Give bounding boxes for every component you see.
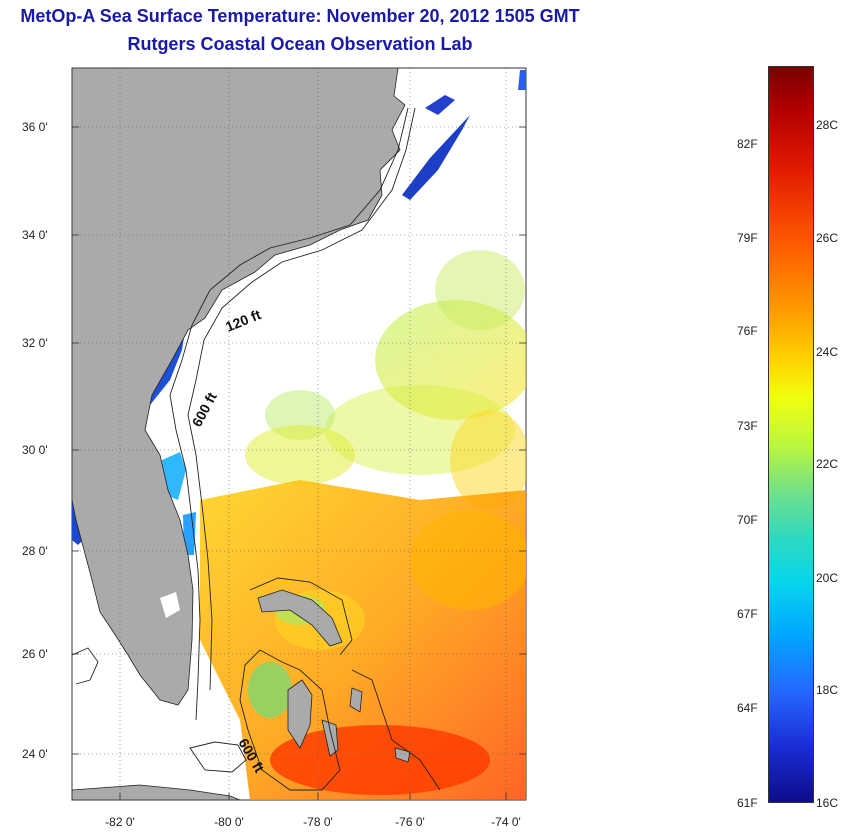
us-mainland-land	[72, 68, 406, 706]
lon-label-74: -74 0'	[491, 815, 521, 829]
colorbar-label-82f: 82F	[737, 137, 758, 151]
colorbar-label-22c: 22C	[816, 457, 839, 471]
andros-island-land	[287, 679, 313, 749]
cuba-land	[72, 784, 241, 800]
colorbar-label-20c: 20C	[816, 571, 839, 585]
lon-label-82: -82 0'	[105, 815, 135, 829]
colorbar-label-16c: 16C	[816, 796, 839, 810]
map-title: MetOp-A Sea Surface Temperature: Novembe…	[20, 6, 580, 26]
bahamas-islands-south	[321, 687, 411, 763]
colorbar-label-64f: 64F	[737, 701, 758, 715]
bathymetry-contours	[72, 107, 441, 791]
lat-label-36: 36 0'	[22, 120, 48, 134]
map-subtitle: Rutgers Coastal Ocean Observation Lab	[127, 34, 473, 54]
lon-label-80: -80 0'	[214, 815, 244, 829]
colorbar-label-70f: 70F	[737, 513, 758, 527]
colorbar-label-28c: 28C	[816, 118, 839, 132]
lat-label-24: 24 0'	[22, 747, 48, 761]
lake-okeechobee	[160, 592, 180, 618]
colorbar-label-18c: 18C	[816, 683, 839, 697]
axis-ticks	[72, 126, 526, 800]
sst-band-mid	[245, 250, 526, 510]
colorbar-label-76f: 76F	[737, 324, 758, 338]
lat-label-34: 34 0'	[22, 228, 48, 242]
lon-label-78: -78 0'	[303, 815, 333, 829]
colorbar-label-61f: 61F	[737, 796, 758, 810]
lat-label-28: 28 0'	[22, 544, 48, 558]
bahamas-land	[257, 589, 343, 647]
temperature-colorbar	[768, 66, 814, 803]
colorbar-label-73f: 73F	[737, 419, 758, 433]
lat-label-26: 26 0'	[22, 647, 48, 661]
colorbar-label-24c: 24C	[816, 345, 839, 359]
colorbar-label-26c: 26C	[816, 231, 839, 245]
colorbar-label-79f: 79F	[737, 231, 758, 245]
lon-label-76: -76 0'	[395, 815, 425, 829]
lat-label-30: 30 0'	[22, 443, 48, 457]
colorbar-label-67f: 67F	[737, 607, 758, 621]
lat-label-32: 32 0'	[22, 336, 48, 350]
